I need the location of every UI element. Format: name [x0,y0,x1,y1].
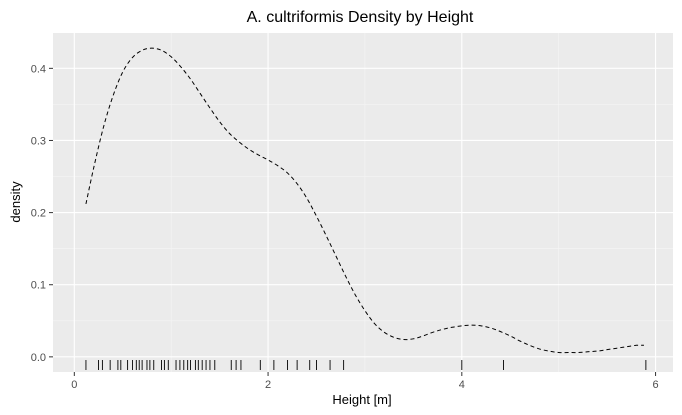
y-axis: 0.0 0.1 0.2 0.3 0.4 [31,63,53,364]
major-gridlines [53,33,673,372]
plot-panel [53,33,673,372]
y-tick-label: 0.1 [31,280,46,292]
x-tick-label: 0 [71,379,77,391]
x-tick-label: 2 [265,379,271,391]
y-tick-label: 0.3 [31,135,46,147]
x-tick-label: 6 [653,379,659,391]
y-tick-label: 0.2 [31,208,46,220]
minor-gridlines [53,33,673,372]
y-tick-label: 0.0 [31,352,46,364]
y-axis-label: density [8,181,23,223]
x-tick-label: 4 [459,379,465,391]
y-tick-label: 0.4 [31,63,46,75]
x-axis: 0 2 4 6 [71,372,659,391]
x-axis-label: Height [m] [332,392,391,407]
chart-title: A. cultriformis Density by Height [247,9,474,26]
density-curve [85,47,644,354]
rug-marks [85,360,647,370]
